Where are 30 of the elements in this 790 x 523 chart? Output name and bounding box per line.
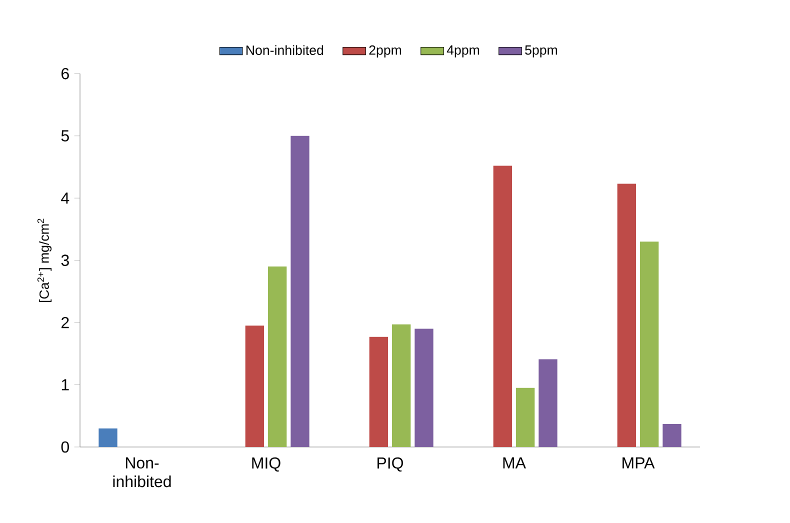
bar [392,324,411,447]
bar [268,266,287,447]
bar [414,328,434,447]
legend-label: 4ppm [446,45,480,58]
y-tick-label: 6 [62,68,69,80]
bar [245,326,264,447]
y-tick-label: 2 [62,316,69,328]
x-tick-label: MIQ [252,457,280,472]
legend-label: 2ppm [369,45,402,58]
y-tick-label: 1 [62,379,69,390]
bar [290,136,310,447]
y-tick-label: 4 [61,192,70,204]
y-tick-label: 5 [61,130,69,142]
bar [98,428,118,447]
y-tick-label: 3 [61,254,69,266]
y-axis-title: [Ca$^{2+}$] mg/cm$^{2}$ [37,218,52,302]
bar [369,336,388,447]
bar [493,166,512,447]
legend-label: 5ppm [525,45,558,58]
legend-label: Non-inhibited [246,45,324,55]
x-tick-label: MA [503,457,526,468]
bar [662,424,682,447]
y-tick-label: 0 [61,441,69,453]
bar [516,388,535,447]
x-tick-label: PIQ [378,457,404,472]
bar [617,184,636,447]
bar [640,242,659,447]
x-tick-label: Non-inhibited [113,457,171,488]
bar [538,359,558,447]
x-tick-label: MPA [622,457,655,468]
